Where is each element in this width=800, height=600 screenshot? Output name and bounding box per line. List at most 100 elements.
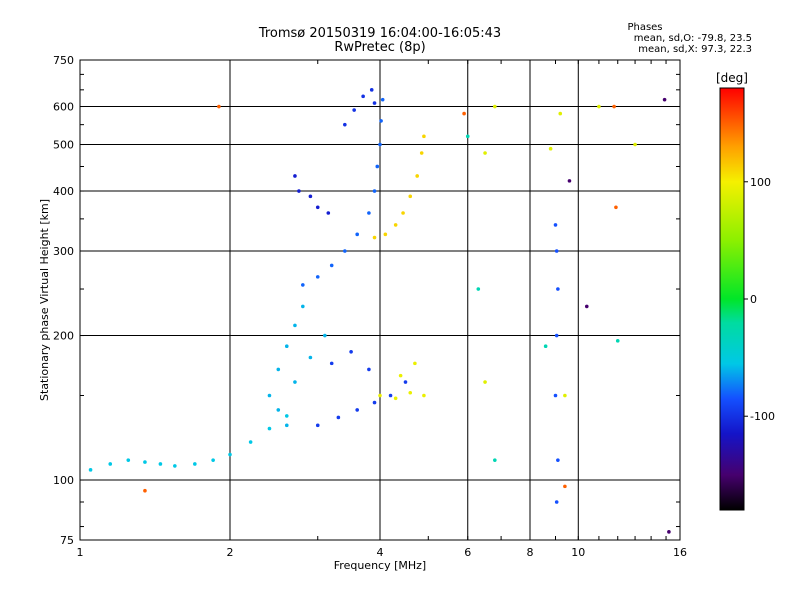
x-tick-label: 16 [673,546,687,559]
x-tick-label: 4 [377,546,384,559]
colorbar-label: [deg] [716,71,748,85]
y-tick-label: 400 [53,185,74,198]
colorbar-tick-label: 100 [750,176,771,189]
data-point [301,283,305,287]
data-point [393,396,398,401]
data-point [554,500,559,504]
data-point [369,88,374,92]
data-point [401,211,405,215]
data-point [349,349,353,354]
stats-o-mode: mean, sd,O: -79.8, 23.5 [633,33,752,44]
data-point [553,393,558,398]
y-tick-label: 100 [53,474,74,487]
x-tick-label: 10 [571,546,585,559]
data-point [633,142,637,147]
data-point [554,333,559,338]
data-point [308,194,313,199]
data-point [293,380,297,384]
data-point [228,452,232,457]
chart-title: Tromsø 20150319 16:04:00-16:05:43 [258,26,502,41]
data-point [615,339,620,343]
data-point [543,344,548,349]
data-point [315,423,320,428]
data-point [301,304,305,309]
data-point [483,380,487,384]
data-point [584,304,589,309]
data-point [415,174,419,178]
chart-subtitle: RwPretec (8p) [334,40,426,55]
data-point [393,223,398,227]
data-point [662,97,667,102]
data-point [375,164,380,169]
data-point [323,333,327,338]
data-point [211,458,215,462]
data-point [355,232,359,237]
data-point [297,189,301,193]
data-point [326,211,331,215]
data-point [284,344,289,349]
stats-header: Phases [627,22,663,33]
data-point [548,146,553,151]
data-point [379,119,383,123]
data-point [284,423,289,428]
data-point [315,275,320,279]
data-point [284,414,289,418]
data-point [553,223,558,227]
data-point [372,189,377,193]
y-axis-label: Stationary phase Virtual Height [km] [38,199,51,401]
data-point [612,104,616,109]
data-point [308,355,313,360]
data-point [248,440,253,444]
data-point [173,464,177,468]
data-point [383,232,388,237]
data-point [493,104,497,109]
data-point [143,460,147,464]
x-tick-label: 2 [227,546,234,559]
data-point [422,134,426,139]
data-point [372,400,377,405]
x-tick-label: 8 [527,546,534,559]
data-point [293,323,297,328]
data-point [329,263,334,268]
data-point [367,367,371,372]
stats-x-mode: mean, sd,X: 97.3, 22.3 [638,44,752,55]
data-point [158,462,163,466]
data-point [336,415,341,420]
data-point [352,108,356,112]
data-point [372,235,377,240]
data-point [217,104,221,109]
data-point [483,151,487,155]
data-point [193,462,197,466]
x-tick-label: 6 [464,546,471,559]
data-point [343,122,347,127]
data-point [403,380,408,384]
data-point [108,462,113,466]
data-point [558,111,563,116]
data-point [378,393,382,398]
colorbar-tick-label: 0 [750,293,757,306]
data-point [563,484,567,489]
data-point [476,287,481,291]
x-tick-label: 1 [77,546,84,559]
data-point [493,458,497,462]
data-point [343,249,347,253]
data-point [293,174,297,178]
y-tick-label: 500 [53,139,74,152]
data-point [276,367,281,372]
data-point [380,97,385,102]
data-point [378,142,382,147]
data-point [462,111,466,116]
data-point [398,373,403,378]
data-point [422,393,426,398]
data-point [88,468,93,472]
data-point [556,458,560,462]
data-point [372,101,377,105]
data-point [465,134,470,139]
data-point [367,211,371,215]
x-axis-label: Frequency [MHz] [334,559,426,572]
data-point [388,393,393,398]
data-point [355,408,359,412]
data-point [143,488,147,493]
data-point [267,393,272,398]
